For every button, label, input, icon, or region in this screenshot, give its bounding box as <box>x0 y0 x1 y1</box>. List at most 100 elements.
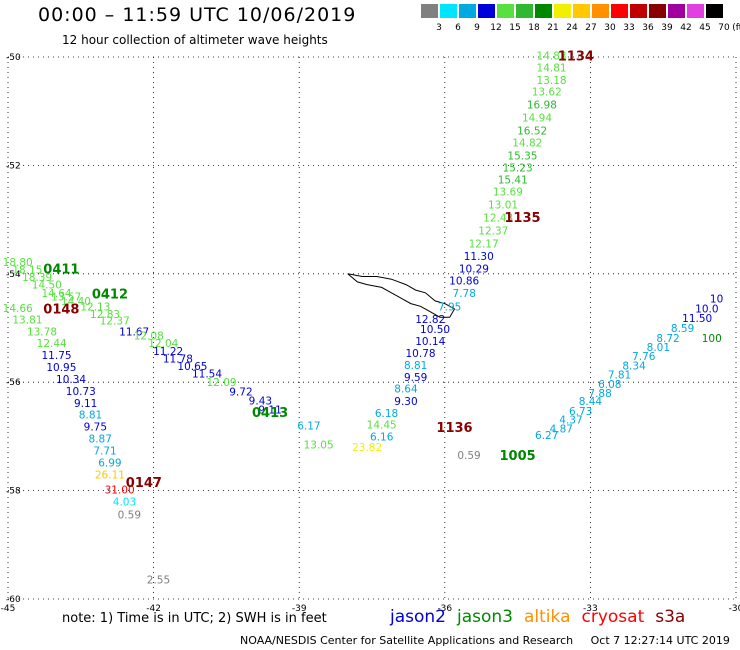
lon-tick-label: -45 <box>1 604 16 614</box>
satellite-legend-item: s3a <box>655 607 686 627</box>
scale-label: 24 <box>566 23 578 33</box>
wave-height-value: 11.22 <box>153 346 183 358</box>
wave-height-value: 7.71 <box>93 445 116 457</box>
track-time-label: 0147 <box>126 476 162 491</box>
wave-height-value: 0.59 <box>118 509 141 521</box>
wave-height-value: 10.78 <box>406 348 436 360</box>
track-time-label: 1135 <box>504 211 540 226</box>
wave-height-value: 31.00 <box>105 485 135 497</box>
scale-label: 3 <box>436 23 442 33</box>
wave-height-value: 13.57 <box>51 292 81 304</box>
satellite-legend: jason2 jason3 altika cryosat s3a <box>390 607 696 627</box>
wave-height-value: 8.44 <box>579 396 603 408</box>
island-coastline <box>347 273 456 318</box>
wave-height-value: 8.59 <box>671 323 694 335</box>
wave-height-value: 18.80 <box>3 257 33 269</box>
wave-height-value: 11.30 <box>464 251 494 263</box>
scale-swatch <box>421 4 438 18</box>
wave-height-value: 6.16 <box>370 431 394 443</box>
wave-height-value: 12.43 <box>483 212 513 224</box>
wave-height-value: 9.59 <box>404 372 427 384</box>
satellite-legend-item: jason2 <box>390 607 446 627</box>
wave-height-value: 13.62 <box>532 87 562 99</box>
scale-swatch <box>554 4 571 18</box>
wave-height-value: 8.81 <box>79 410 102 422</box>
track-time-label: 0411 <box>43 262 79 277</box>
wave-height-value: 7.95 <box>438 301 461 313</box>
scale-swatch <box>649 4 666 18</box>
lat-tick-label: -60 <box>6 595 21 605</box>
wave-height-value: 26.11 <box>95 469 125 481</box>
wave-height-value: 7.78 <box>453 288 476 300</box>
lon-tick-label: -33 <box>583 604 598 614</box>
wave-height-value: 18.15 <box>12 264 42 276</box>
wave-height-value: 4.37 <box>559 415 582 427</box>
wave-height-value: 12.13 <box>80 301 110 313</box>
track-time-label: 0413 <box>252 406 288 421</box>
track-time-label: 0412 <box>92 287 128 302</box>
wave-height-value: 12.08 <box>134 331 164 343</box>
wave-height-value: 7.81 <box>608 370 631 382</box>
scale-swatch <box>687 4 704 18</box>
wave-height-value: 6.18 <box>375 408 398 420</box>
scale-label: 30 <box>604 23 616 33</box>
wave-height-value: 9.11 <box>74 398 97 410</box>
wave-height-value: 12.83 <box>90 309 120 321</box>
scale-label: 45 <box>699 23 711 33</box>
lat-tick-label: -56 <box>6 378 21 388</box>
wave-height-value: 18.39 <box>22 272 52 284</box>
wave-height-value: 6.08 <box>598 379 621 391</box>
scale-label: 21 <box>547 23 559 33</box>
lon-tick-label: -39 <box>292 604 307 614</box>
scale-label: 39 <box>661 23 673 33</box>
wave-height-value: 11.50 <box>682 313 712 325</box>
scale-swatch <box>497 4 514 18</box>
page-subtitle: 12 hour collection of altimeter wave hei… <box>62 33 328 47</box>
scale-swatch <box>440 4 457 18</box>
lat-tick-label: -50 <box>6 53 21 63</box>
wave-height-value: 10.50 <box>420 324 450 336</box>
wave-height-value: 23.82 <box>352 442 382 454</box>
wave-height-value: 100 <box>702 333 722 345</box>
wave-height-value: 8.87 <box>89 434 112 446</box>
wave-height-value: 9.75 <box>84 422 107 434</box>
wave-height-value: 10 <box>710 294 723 306</box>
satellite-legend-item: altika <box>524 607 571 627</box>
wave-height-value: 11.54 <box>192 369 222 381</box>
wave-height-value: 12.17 <box>469 238 499 250</box>
scale-label: 27 <box>585 23 597 33</box>
scale-label: 9 <box>474 23 480 33</box>
wave-height-value: 12.44 <box>37 338 67 350</box>
wave-height-value: 10.86 <box>449 275 479 287</box>
scale-swatch <box>668 4 685 18</box>
lon-tick-label: -30 <box>729 604 740 614</box>
wave-height-value: 12.04 <box>148 338 178 350</box>
track-time-label: 1134 <box>558 49 594 64</box>
wave-height-value: 12.82 <box>415 314 445 326</box>
wave-height-value: 4.87 <box>550 423 573 435</box>
wave-height-value: 12.37 <box>478 225 508 237</box>
wave-height-value: 13.78 <box>27 326 57 338</box>
wave-height-value: 12.09 <box>207 377 237 389</box>
wave-height-value: 15.41 <box>498 174 528 186</box>
wave-height-value: 15.35 <box>507 151 537 163</box>
lat-tick-label: -58 <box>6 487 21 497</box>
scale-label: 36 <box>642 23 654 33</box>
wave-height-value: 14.64 <box>42 288 72 300</box>
track-time-label: 1005 <box>500 449 536 464</box>
wave-height-value: 14.40 <box>61 296 91 308</box>
page-title: 00:00 – 11:59 UTC 10/06/2019 <box>38 4 357 26</box>
wave-height-value: 9.72 <box>229 386 252 398</box>
scale-label: 70 <box>718 23 730 33</box>
credit-text: NOAA/NESDIS Center for Satellite Applica… <box>240 634 574 647</box>
satellite-legend-item: jason3 <box>457 607 513 627</box>
wave-height-value: 10.65 <box>177 361 207 373</box>
wave-height-value: 14.81 <box>537 62 567 74</box>
track-time-label: 1136 <box>436 421 472 436</box>
wave-height-value: 6.99 <box>98 457 121 469</box>
wave-height-value: 2.55 <box>147 574 170 586</box>
wave-height-value: 7.76 <box>632 351 656 363</box>
wave-height-value: 11.75 <box>42 350 72 362</box>
wave-height-value: 10.29 <box>459 263 489 275</box>
wave-height-value: 15.23 <box>503 163 533 175</box>
